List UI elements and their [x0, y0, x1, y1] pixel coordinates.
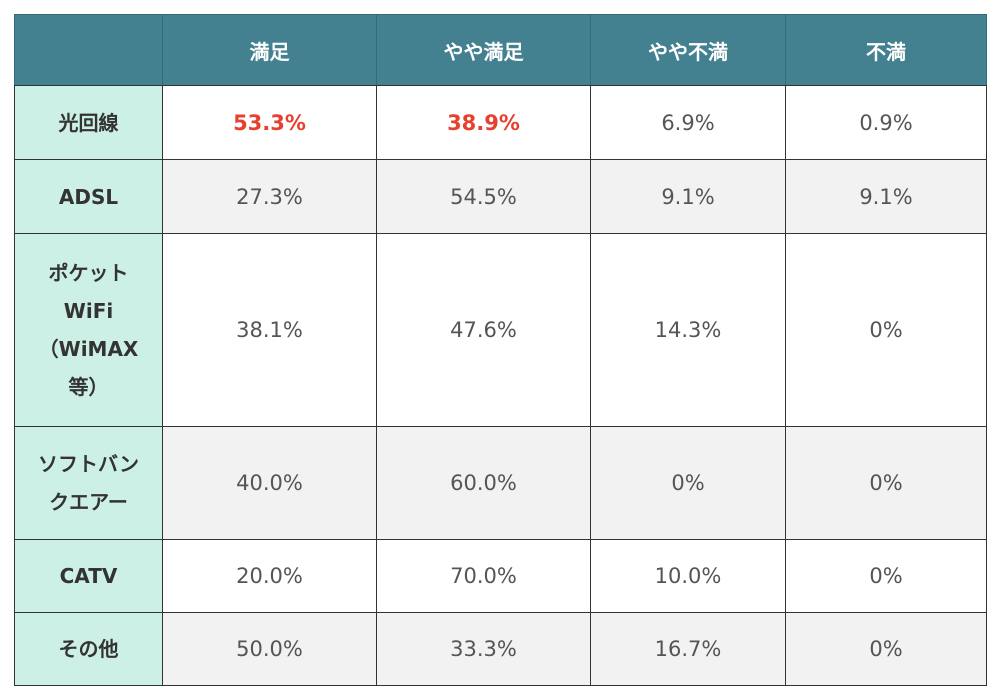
table-cell: 10.0%	[590, 539, 786, 613]
row-label: ADSL	[14, 159, 163, 234]
header-dissatisfied: 不満	[785, 14, 987, 86]
table-cell: 54.5%	[376, 159, 591, 234]
table-cell: 0%	[785, 233, 987, 427]
table-cell: 0%	[785, 539, 987, 613]
table-row: ソフトバン クエアー 40.0% 60.0% 0% 0%	[14, 426, 987, 540]
table-cell: 33.3%	[376, 612, 591, 686]
table-cell: 47.6%	[376, 233, 591, 427]
table-cell: 14.3%	[590, 233, 786, 427]
row-label: ポケット WiFi （WiMAX 等）	[14, 233, 163, 427]
header-row: 満足 やや満足 やや不満 不満	[14, 14, 987, 86]
table-cell: 50.0%	[162, 612, 377, 686]
row-label: 光回線	[14, 85, 163, 160]
table-cell: 53.3%	[162, 85, 377, 160]
table-cell: 38.1%	[162, 233, 377, 427]
header-satisfied: 満足	[162, 14, 377, 86]
header-corner-cell	[14, 14, 163, 86]
table-cell: 27.3%	[162, 159, 377, 234]
table-cell: 70.0%	[376, 539, 591, 613]
header-somewhat-satisfied: やや満足	[376, 14, 591, 86]
table-cell: 60.0%	[376, 426, 591, 540]
table-row: CATV 20.0% 70.0% 10.0% 0%	[14, 539, 987, 613]
table-row: ポケット WiFi （WiMAX 等） 38.1% 47.6% 14.3% 0%	[14, 233, 987, 427]
table-cell: 40.0%	[162, 426, 377, 540]
table-cell: 9.1%	[785, 159, 987, 234]
header-somewhat-dissatisfied: やや不満	[590, 14, 786, 86]
satisfaction-table: 満足 やや満足 やや不満 不満 光回線 53.3% 38.9% 6.9% 0.9…	[14, 14, 987, 686]
table-cell: 6.9%	[590, 85, 786, 160]
row-label: CATV	[14, 539, 163, 613]
table-cell: 0.9%	[785, 85, 987, 160]
table-cell: 0%	[785, 426, 987, 540]
table-cell: 38.9%	[376, 85, 591, 160]
table-row: 光回線 53.3% 38.9% 6.9% 0.9%	[14, 85, 987, 160]
row-label: ソフトバン クエアー	[14, 426, 163, 540]
table-cell: 9.1%	[590, 159, 786, 234]
table-cell: 0%	[590, 426, 786, 540]
row-label: その他	[14, 612, 163, 686]
table-row: その他 50.0% 33.3% 16.7% 0%	[14, 612, 987, 686]
table-cell: 0%	[785, 612, 987, 686]
table-cell: 20.0%	[162, 539, 377, 613]
table-row: ADSL 27.3% 54.5% 9.1% 9.1%	[14, 159, 987, 234]
table-cell: 16.7%	[590, 612, 786, 686]
